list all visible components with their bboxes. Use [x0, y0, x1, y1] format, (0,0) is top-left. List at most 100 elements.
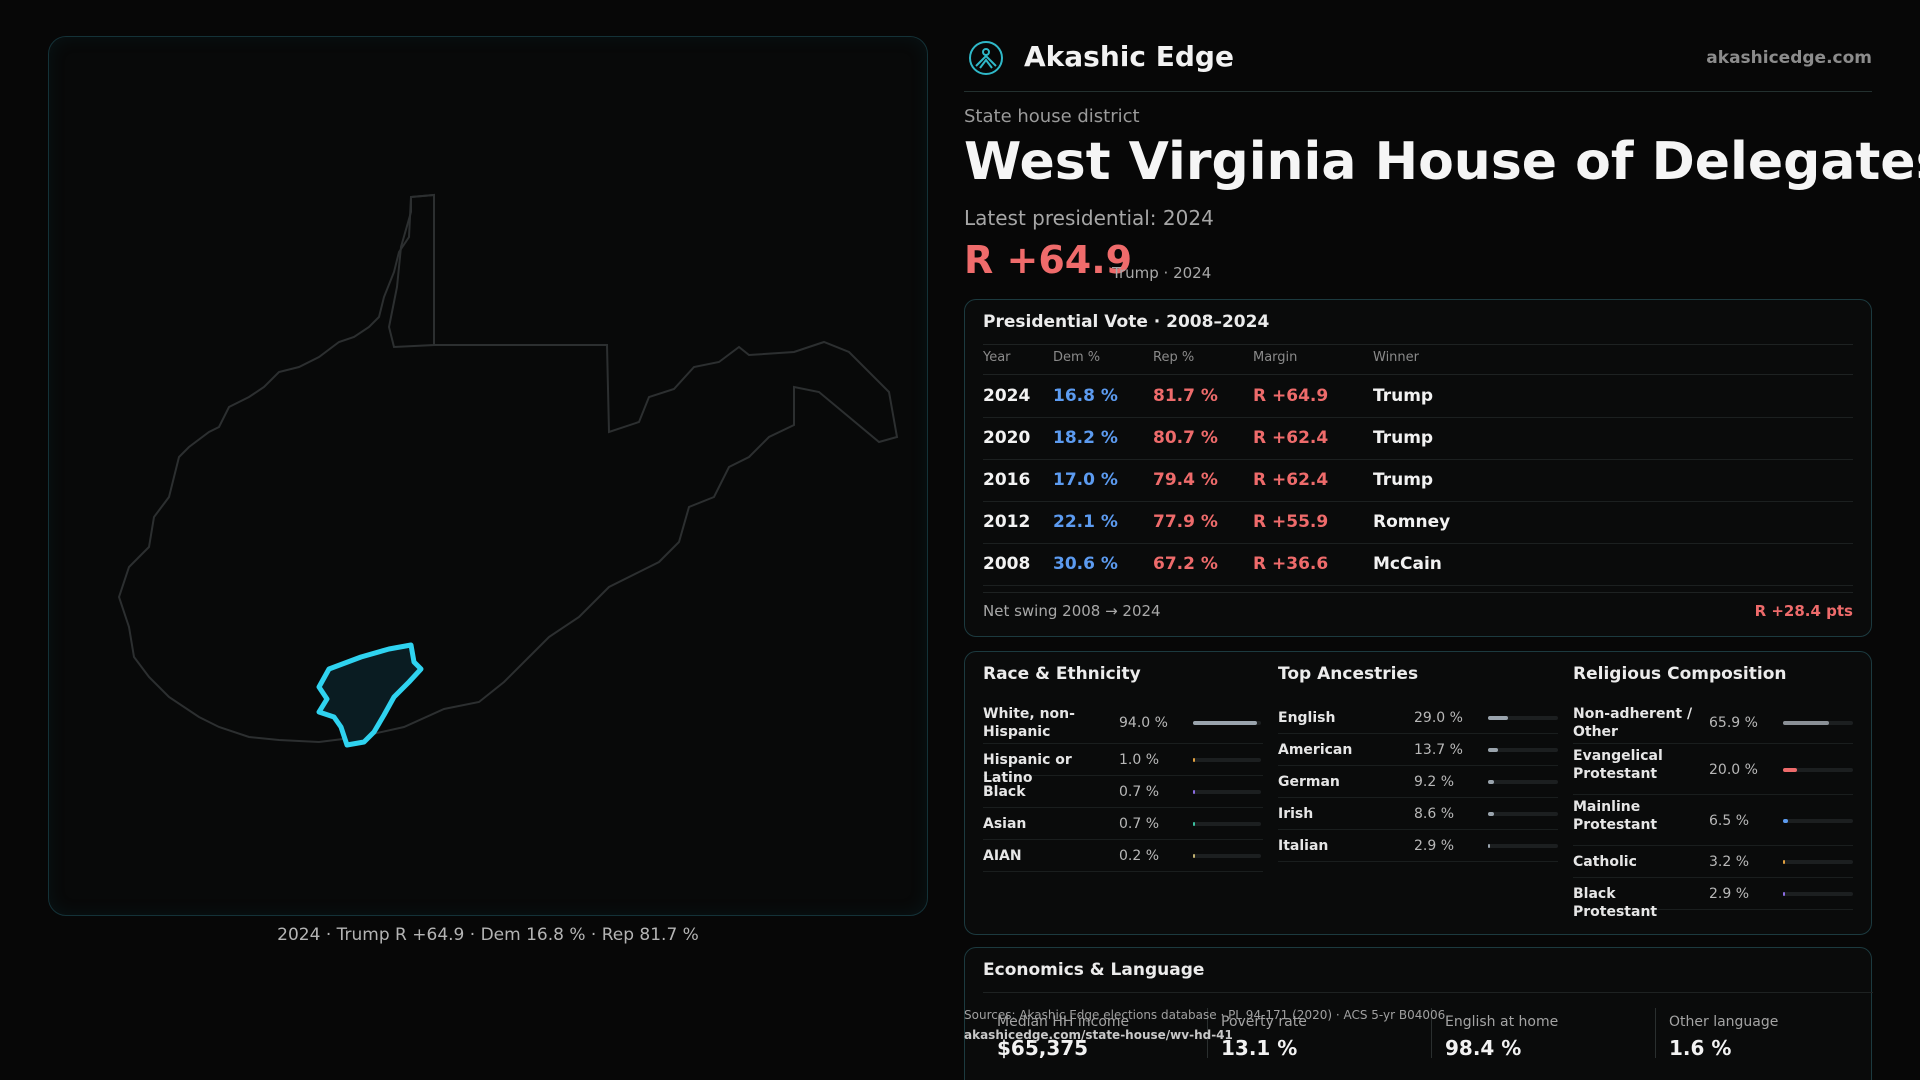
religion-row[interactable]: Evangelical Protestant 20.0 % — [1573, 744, 1853, 795]
religion-row[interactable]: Mainline Protestant 6.5 % — [1573, 795, 1853, 846]
religion-bar — [1783, 767, 1853, 772]
religion-row[interactable]: Non-adherent / Other 65.9 % — [1573, 702, 1853, 744]
col-header-margin: Margin — [1253, 350, 1298, 365]
ancestry-value: 9.2 % — [1414, 774, 1455, 790]
col-header-year: Year — [983, 350, 1011, 365]
race-value: 0.7 % — [1119, 784, 1160, 800]
ancestry-row[interactable]: Italian 2.9 % — [1278, 830, 1558, 862]
religion-value: 2.9 % — [1709, 886, 1750, 902]
ancestry-row[interactable]: German 9.2 % — [1278, 766, 1558, 798]
ancestry-column: Top Ancestries English 29.0 % American 13.7… — [1278, 652, 1558, 936]
cell-rep: 79.4 % — [1153, 470, 1218, 490]
ancestry-bar-fill — [1488, 716, 1509, 720]
religion-row[interactable]: Black Protestant 2.9 % — [1573, 878, 1853, 920]
map-panel[interactable] — [48, 36, 928, 916]
cell-year: 2012 — [983, 512, 1031, 532]
brand-url[interactable]: akashicedge.com — [1706, 48, 1872, 68]
table-row[interactable]: 2012 22.1 % 77.9 % R +55.9 Romney — [983, 502, 1853, 544]
cell-dem: 16.8 % — [1053, 386, 1118, 406]
cell-margin: R +36.6 — [1253, 554, 1329, 574]
map-caption: 2024 · Trump R +64.9 · Dem 16.8 % · Rep … — [277, 925, 699, 945]
akashic-logo-icon[interactable] — [968, 40, 1004, 76]
cell-year: 2024 — [983, 386, 1031, 406]
religion-value: 6.5 % — [1709, 812, 1750, 829]
ancestry-title: Top Ancestries — [1278, 664, 1419, 684]
source-url[interactable]: akashicedge.com/state-house/wv-hd-41 — [964, 1028, 1233, 1042]
net-swing-value: R +28.4 pts — [1754, 602, 1853, 620]
race-row[interactable]: Black 0.7 % — [983, 776, 1263, 808]
ancestry-label: Irish — [1278, 806, 1314, 822]
ancestry-bar — [1488, 844, 1558, 848]
religion-row[interactable]: Catholic 3.2 % — [1573, 846, 1853, 878]
cell-margin: R +62.4 — [1253, 428, 1329, 448]
source-footer: Sources: Akashic Edge elections database… — [964, 1005, 1445, 1045]
divider — [983, 992, 1873, 993]
race-label: AIAN — [983, 848, 1022, 864]
religion-title: Religious Composition — [1573, 664, 1787, 684]
religion-label: Evangelical Protestant — [1573, 748, 1663, 782]
cell-winner: Trump — [1373, 386, 1434, 406]
table-row[interactable]: 2024 16.8 % 81.7 % R +64.9 Trump — [983, 376, 1853, 418]
stat-label: Poverty rate — [1221, 1014, 1307, 1030]
table-row[interactable]: 2008 30.6 % 67.2 % R +36.6 McCain — [983, 544, 1853, 586]
detail-panel: Akashic Edge akashicedge.com State house… — [964, 36, 1920, 1080]
latest-presidential: Latest presidential: 2024 — [964, 206, 1214, 230]
divider — [983, 374, 1853, 375]
race-bar-fill — [1193, 790, 1195, 794]
ancestry-row[interactable]: English 29.0 % — [1278, 702, 1558, 734]
race-row[interactable]: AIAN 0.2 % — [983, 840, 1263, 872]
religion-bar-fill — [1783, 721, 1830, 725]
religion-bar-fill — [1783, 892, 1786, 896]
ancestry-bar — [1488, 716, 1558, 720]
race-bar-fill — [1193, 854, 1195, 858]
district-41-highlight[interactable] — [316, 642, 424, 748]
religion-bar — [1783, 721, 1853, 725]
economics-card: Economics & Language Median HH income $6… — [964, 947, 1873, 1080]
religion-label: Black Protestant — [1573, 886, 1658, 920]
stat-label: English at home — [1445, 1014, 1559, 1030]
race-row[interactable]: Asian 0.7 % — [983, 808, 1263, 840]
state-outline — [117, 193, 899, 744]
race-bar-fill — [1193, 721, 1257, 725]
ancestry-bar — [1488, 748, 1558, 752]
race-row[interactable]: White, non-Hispanic 94.0 % — [983, 702, 1263, 744]
ancestry-row[interactable]: American 13.7 % — [1278, 734, 1558, 766]
ancestry-bar — [1488, 780, 1558, 784]
divider — [1655, 1008, 1656, 1058]
demographics-card: Race & Ethnicity White, non-Hispanic 94.0… — [964, 651, 1872, 935]
brand-header: Akashic Edge akashicedge.com — [964, 36, 1872, 92]
religion-value: 3.2 % — [1709, 854, 1750, 870]
ancestry-bar — [1488, 812, 1558, 816]
ancestry-label: Italian — [1278, 838, 1329, 854]
brand-name[interactable]: Akashic Edge — [1024, 40, 1234, 73]
race-bar — [1193, 758, 1261, 762]
presidential-vote-card: Presidential Vote · 2008–2024 Year Dem %… — [964, 299, 1872, 637]
cell-rep: 77.9 % — [1153, 512, 1218, 532]
religion-bar — [1783, 818, 1853, 823]
headline-margin-note: Trump · 2024 — [1112, 264, 1212, 282]
ancestry-label: American — [1278, 742, 1353, 758]
state-map[interactable] — [49, 37, 929, 917]
table-row[interactable]: 2020 18.2 % 80.7 % R +62.4 Trump — [983, 418, 1853, 460]
table-row[interactable]: 2016 17.0 % 79.4 % R +62.4 Trump — [983, 460, 1853, 502]
stat-value: 98.4 % — [1445, 1036, 1522, 1060]
cell-winner: Trump — [1373, 428, 1434, 448]
race-bar — [1193, 790, 1261, 794]
ancestry-row[interactable]: Irish 8.6 % — [1278, 798, 1558, 830]
race-bar — [1193, 721, 1261, 725]
stat-label: Other language — [1669, 1014, 1779, 1030]
race-label: Black — [983, 784, 1026, 800]
cell-dem: 30.6 % — [1053, 554, 1118, 574]
ancestry-bar-fill — [1488, 844, 1491, 848]
cell-winner: Romney — [1373, 512, 1451, 532]
cell-year: 2020 — [983, 428, 1031, 448]
ancestry-label: German — [1278, 774, 1340, 790]
economics-title: Economics & Language — [983, 960, 1205, 980]
race-row[interactable]: Hispanic or Latino 1.0 % — [983, 744, 1263, 786]
religion-column: Religious Composition Non-adherent / Oth… — [1573, 652, 1853, 936]
religion-bar — [1783, 892, 1853, 896]
cell-dem: 22.1 % — [1053, 512, 1118, 532]
cell-year: 2008 — [983, 554, 1031, 574]
race-label: Hispanic or Latino — [983, 752, 1072, 786]
race-label: Asian — [983, 816, 1027, 832]
